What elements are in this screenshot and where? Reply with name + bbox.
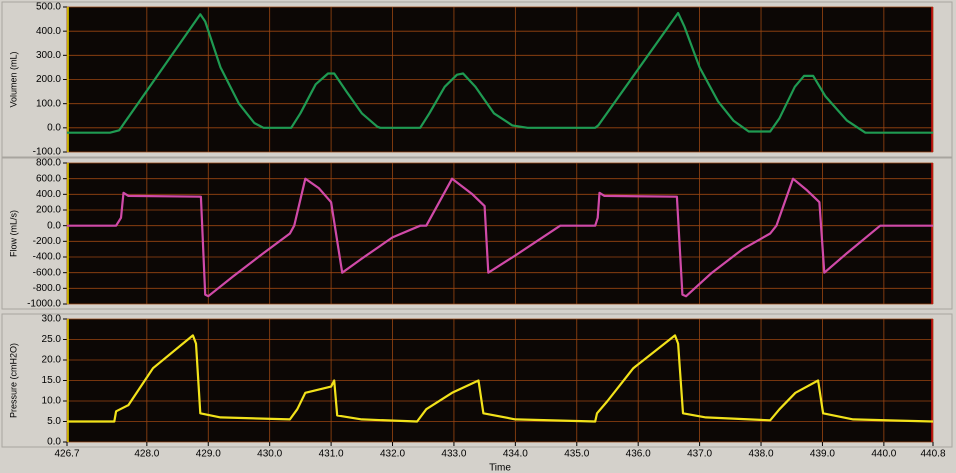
data-line (67, 334, 934, 423)
y-tick-label: -600.0 (33, 267, 62, 278)
y-tick-label: 400.0 (36, 26, 61, 37)
data-line (67, 177, 933, 298)
y-tick-label: 400.0 (36, 189, 61, 200)
y-tick-label: 15.0 (42, 375, 62, 386)
plot-area (67, 163, 933, 304)
y-tick-label: 100.0 (36, 98, 61, 109)
x-tick-label: 435.0 (564, 449, 589, 460)
y-tick-label: 200.0 (36, 74, 61, 85)
y-tick-label: 0.0 (47, 437, 61, 448)
y-axis-title: Pressure (cmH2O) (8, 343, 18, 418)
y-tick-label: -1000.0 (27, 299, 61, 310)
y-tick-label: 25.0 (42, 334, 62, 345)
y-tick-label: 30.0 (42, 314, 62, 325)
y-tick-label: 200.0 (36, 205, 61, 216)
x-tick-label: 430.0 (257, 449, 282, 460)
x-tick-label: 429.0 (196, 449, 221, 460)
y-axis-title: Volumen (mL) (8, 51, 18, 107)
x-tick-label: 440.0 (871, 449, 896, 460)
y-tick-label: 5.0 (47, 416, 61, 427)
x-tick-label: 436.0 (626, 449, 651, 460)
x-tick-label: 433.0 (441, 449, 466, 460)
y-tick-label: 300.0 (36, 50, 61, 61)
y-tick-label: -100.0 (33, 147, 62, 158)
y-tick-label: 500.0 (36, 2, 61, 13)
x-tick-label: 438.0 (749, 449, 774, 460)
y-tick-label: 10.0 (42, 396, 62, 407)
y-tick-label: 0.0 (47, 220, 61, 231)
y-tick-label: -400.0 (33, 252, 62, 263)
y-tick-label: 600.0 (36, 173, 61, 184)
y-tick-label: 800.0 (36, 158, 61, 169)
x-axis-title: Time (489, 463, 511, 473)
y-tick-label: 0.0 (47, 122, 61, 133)
x-tick-label: 428.0 (134, 449, 159, 460)
data-line (67, 11, 933, 134)
x-tick-label: 434.0 (503, 449, 528, 460)
y-tick-label: -200.0 (33, 236, 62, 247)
x-tick-label: 439.0 (810, 449, 835, 460)
x-tick-label: 440.8 (920, 449, 945, 460)
y-tick-label: 20.0 (42, 355, 62, 366)
x-tick-label: 432.0 (380, 449, 405, 460)
x-tick-label: 426.7 (54, 449, 79, 460)
x-tick-label: 437.0 (687, 449, 712, 460)
y-axis-title: Flow (mL/s) (8, 210, 18, 257)
y-tick-label: -800.0 (33, 283, 62, 294)
x-tick-label: 431.0 (319, 449, 344, 460)
